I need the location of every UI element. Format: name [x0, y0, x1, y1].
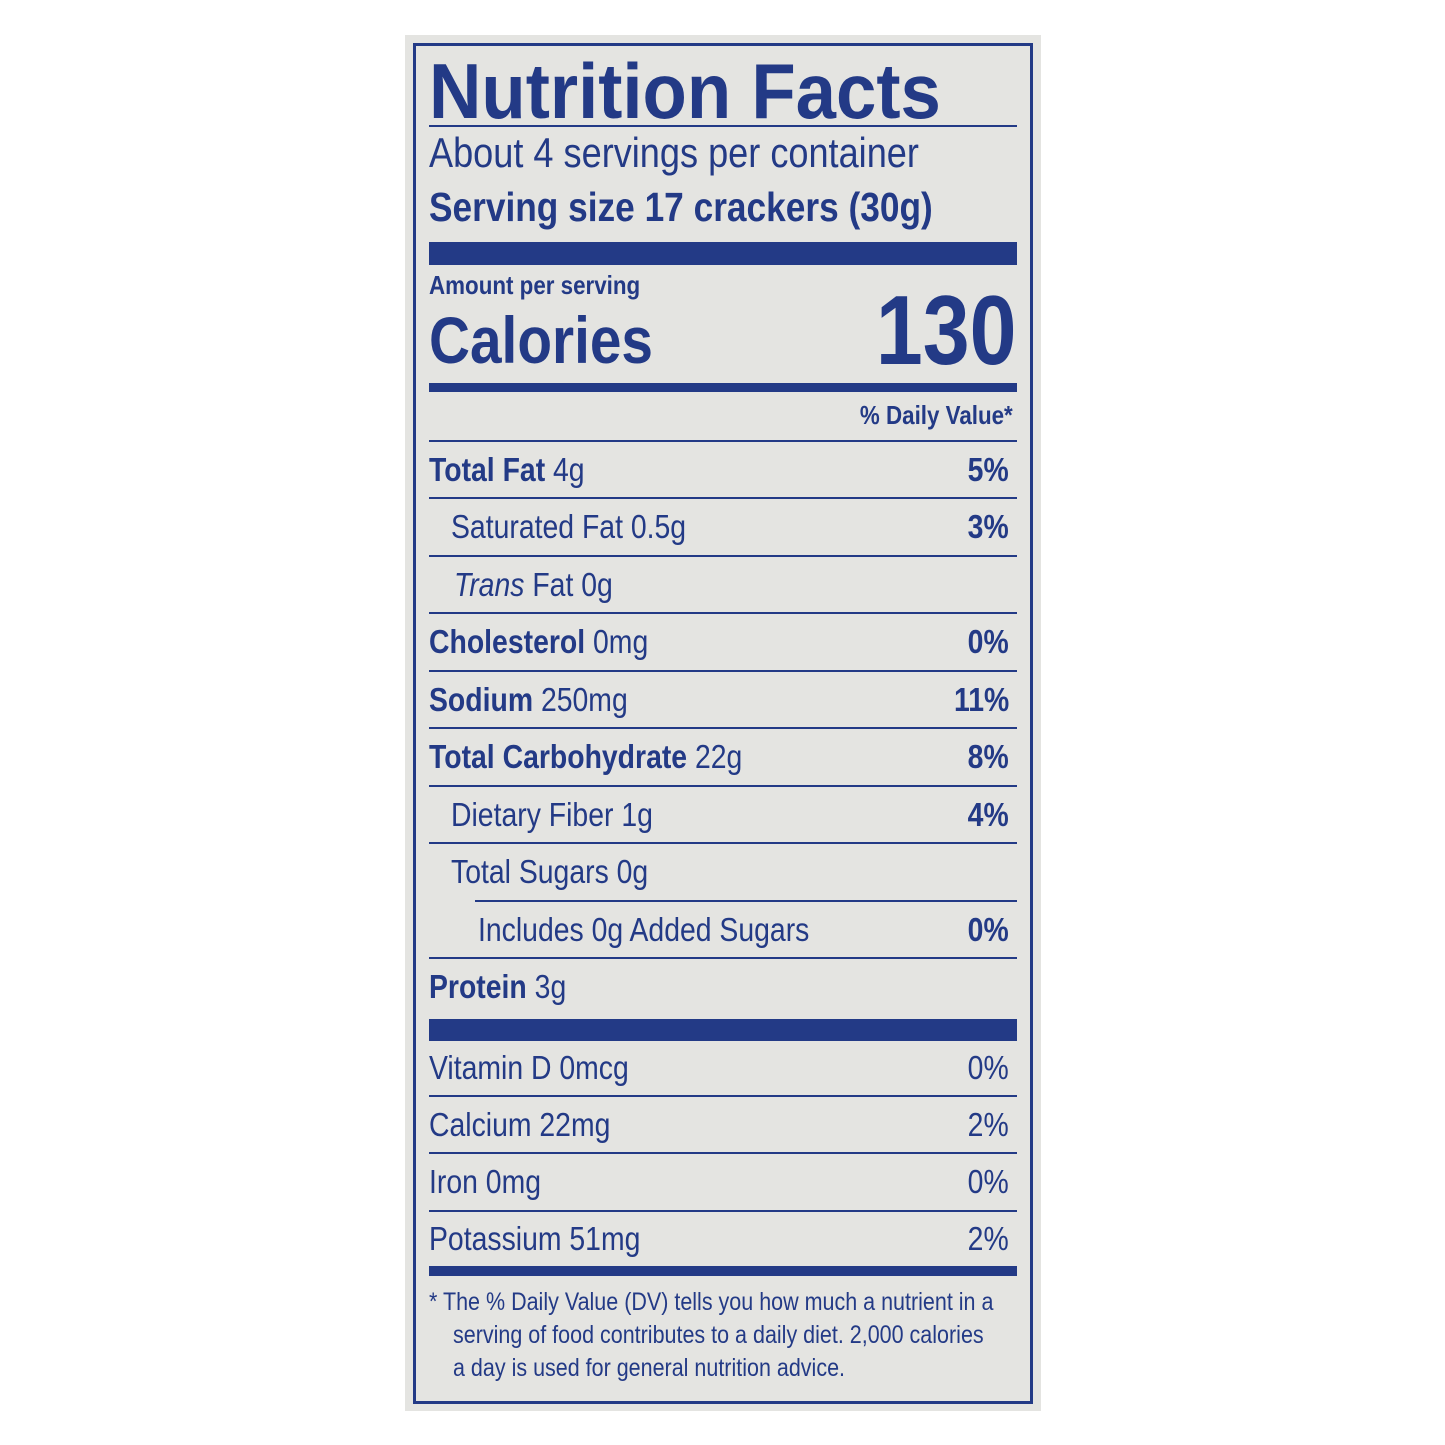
divider: [429, 612, 1017, 614]
nutrient-row: Cholesterol 0mg 0%: [429, 623, 1009, 660]
divider: [429, 957, 1017, 959]
nutrient-row: Dietary Fiber 1g 4%: [451, 796, 1009, 833]
nutrient-row: Total Carbohydrate 22g 8%: [429, 738, 1009, 775]
nutrient-row: Total Sugars 0g: [451, 853, 649, 890]
thick-divider: [429, 242, 1017, 265]
nutrient-row: Total Fat 4g 5%: [429, 451, 1009, 488]
calories-label: Calories: [429, 303, 654, 377]
label-border: [413, 43, 1033, 1404]
divider: [429, 785, 1017, 787]
divider: [429, 125, 1017, 127]
title: Nutrition Facts: [429, 47, 941, 135]
serving-size: Serving size 17 crackers (30g): [429, 184, 933, 230]
divider: [429, 440, 1017, 442]
divider: [429, 670, 1017, 672]
divider: [429, 555, 1017, 557]
nutrient-row: Saturated Fat 0.5g 3%: [451, 508, 1009, 545]
divider: [429, 727, 1017, 729]
vitamin-row: Iron 0mg 0%: [429, 1163, 1009, 1200]
vitamin-row: Potassium 51mg 2%: [429, 1220, 1009, 1257]
medium-divider: [429, 383, 1017, 392]
nutrient-row: Protein 3g: [429, 968, 567, 1005]
nutrient-row: Trans Fat 0g: [454, 566, 613, 603]
divider: [429, 497, 1017, 499]
thick-divider: [429, 1019, 1017, 1041]
medium-divider: [429, 1266, 1017, 1276]
vitamin-row: Calcium 22mg 2%: [429, 1106, 1009, 1143]
amount-per-serving: Amount per serving: [429, 270, 641, 300]
daily-value-header: % Daily Value*: [860, 400, 1013, 430]
divider: [429, 1095, 1017, 1097]
footnote: * The % Daily Value (DV) tells you how m…: [429, 1288, 994, 1382]
nutrient-row: Includes 0g Added Sugars 0%: [478, 911, 1009, 948]
vitamin-row: Vitamin D 0mcg 0%: [429, 1049, 1009, 1086]
divider: [429, 842, 1017, 844]
nutrient-row: Sodium 250mg 11%: [429, 681, 1009, 718]
divider: [475, 900, 1017, 902]
calories-value: 130: [876, 275, 1017, 385]
divider: [429, 1210, 1017, 1212]
divider: [429, 1152, 1017, 1154]
servings-per-container: About 4 servings per container: [429, 129, 919, 176]
